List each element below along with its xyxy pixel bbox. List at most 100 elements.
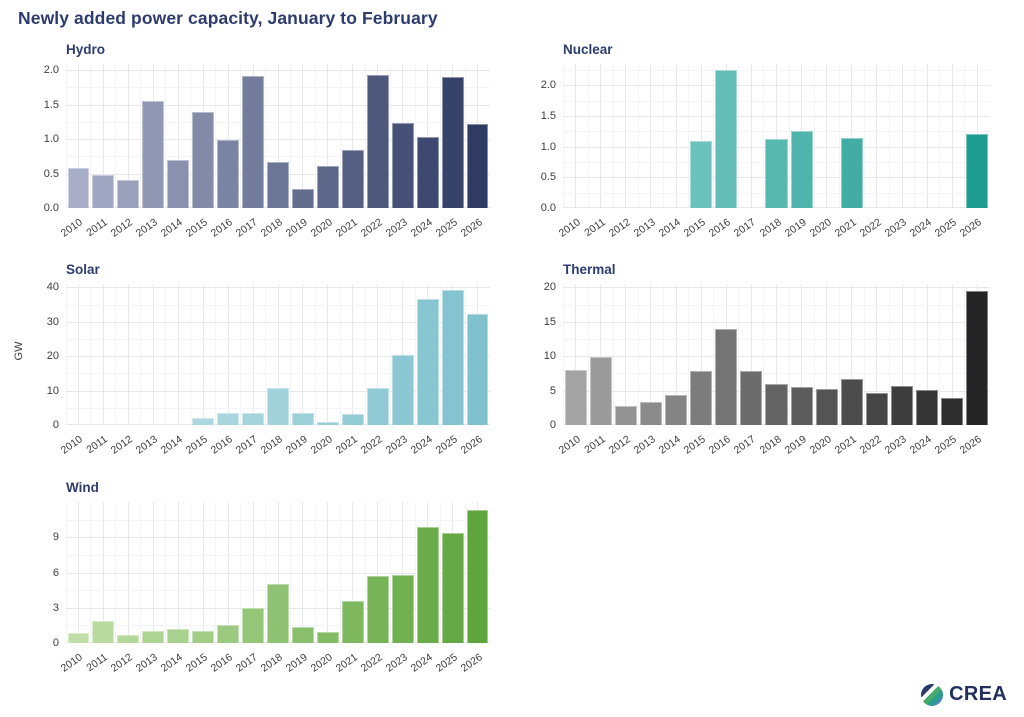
bar-hydro-2026: [466, 123, 489, 208]
gridline-v-minor: [66, 64, 67, 208]
bar-thermal-2014: [664, 394, 688, 425]
gridline-v-major: [926, 284, 928, 425]
bar-thermal-2016: [715, 329, 738, 425]
ytick-wind-3: 3: [52, 601, 59, 614]
bar-wind-2026: [466, 510, 489, 643]
gridline-v-major: [951, 284, 953, 425]
gridline-h-major: [563, 116, 990, 118]
gridline-v-major: [377, 284, 379, 425]
plot-wind: [66, 502, 490, 643]
gridline-v-minor: [939, 64, 941, 208]
gridline-h-major: [66, 572, 490, 574]
gridline-v-major: [177, 64, 179, 208]
gridline-v-major: [202, 284, 204, 425]
gridline-h-major: [66, 139, 490, 141]
bar-wind-2014: [167, 628, 190, 643]
gridline-v-major: [152, 284, 154, 425]
gridline-v-major: [801, 284, 803, 425]
bar-hydro-2021: [341, 150, 364, 208]
gridline-v-major: [302, 284, 304, 425]
ytick-hydro-1.0: 1.0: [43, 133, 59, 146]
bar-wind-2012: [117, 635, 140, 643]
gridline-v-minor: [989, 284, 990, 425]
gridline-v-minor: [339, 64, 341, 208]
gridline-v-minor: [364, 64, 366, 208]
bar-thermal-2012: [614, 406, 637, 425]
gridline-v-major: [177, 284, 179, 425]
gridline-v-minor: [838, 284, 840, 425]
gridline-v-minor: [364, 284, 366, 425]
gridline-v-minor: [489, 64, 490, 208]
gridline-h-minor: [66, 156, 490, 158]
gridline-v-minor: [587, 64, 589, 208]
bar-thermal-2015: [690, 371, 713, 425]
gridline-v-minor: [289, 284, 291, 425]
gridline-v-minor: [165, 64, 167, 208]
gridline-v-minor: [563, 64, 564, 208]
gridline-v-major: [851, 64, 853, 208]
gridline-h-minor: [563, 373, 990, 375]
bar-hydro-2013: [142, 101, 165, 208]
gridline-v-minor: [90, 64, 92, 208]
gridline-v-major: [750, 64, 752, 208]
gridline-v-minor: [90, 284, 92, 425]
bar-solar-2016: [217, 412, 240, 425]
gridline-v-minor: [738, 64, 740, 208]
bar-hydro-2020: [316, 165, 339, 208]
gridline-v-major: [700, 284, 702, 425]
gridline-v-minor: [738, 284, 740, 425]
gridline-v-major: [102, 284, 104, 425]
gridline-v-major: [951, 64, 953, 208]
bar-thermal-2025: [941, 398, 964, 425]
gridline-v-minor: [612, 284, 614, 425]
gridline-h-major: [66, 537, 490, 539]
bar-thermal-2013: [639, 401, 662, 425]
gridline-v-minor: [240, 284, 242, 425]
gridline-v-minor: [414, 284, 416, 425]
bar-thermal-2026: [966, 290, 989, 425]
bar-thermal-2018: [765, 384, 788, 425]
gridline-v-minor: [265, 64, 267, 208]
gridline-v-minor: [889, 64, 891, 208]
ytick-thermal-0: 0: [549, 419, 556, 431]
gridline-v-major: [77, 64, 79, 208]
bar-nuclear-2021: [840, 137, 863, 208]
gridline-h-minor: [66, 519, 490, 521]
bar-thermal-2023: [891, 385, 914, 425]
gridline-v-major: [77, 284, 79, 425]
panel-title-nuclear: Nuclear: [563, 42, 613, 57]
gridline-h-major: [563, 321, 990, 323]
bar-solar-2021: [341, 414, 364, 425]
panel-title-hydro: Hydro: [66, 42, 106, 57]
ytick-hydro-0.0: 0.0: [43, 202, 59, 214]
bar-nuclear-2026: [966, 133, 989, 208]
bar-wind-2019: [291, 626, 314, 643]
gridline-h-minor: [563, 70, 990, 72]
gridline-v-minor: [414, 64, 416, 208]
gridline-v-major: [277, 284, 279, 425]
gridline-v-major: [650, 64, 652, 208]
gridline-v-major: [352, 64, 354, 208]
gridline-v-major: [575, 64, 577, 208]
gridline-h-minor: [66, 121, 490, 123]
bar-wind-2018: [267, 584, 289, 643]
bar-wind-2020: [316, 631, 339, 643]
gridline-v-major: [327, 64, 329, 208]
gridline-v-minor: [813, 64, 815, 208]
bar-wind-2011: [92, 620, 115, 643]
gridline-v-minor: [66, 284, 67, 425]
gridline-v-minor: [115, 284, 117, 425]
gridline-v-minor: [140, 64, 142, 208]
ytick-solar-40: 40: [46, 281, 59, 294]
gridline-v-major: [650, 284, 652, 425]
gridline-h-minor: [66, 554, 490, 556]
page-title: Newly added power capacity, January to F…: [18, 8, 438, 28]
gridline-v-minor: [265, 284, 267, 425]
gridline-v-major: [926, 64, 928, 208]
gridline-h-major: [66, 356, 490, 358]
plot-thermal: [563, 284, 990, 425]
ytick-solar-30: 30: [46, 315, 59, 328]
gridline-v-minor: [289, 64, 291, 208]
gridline-v-major: [776, 284, 777, 425]
